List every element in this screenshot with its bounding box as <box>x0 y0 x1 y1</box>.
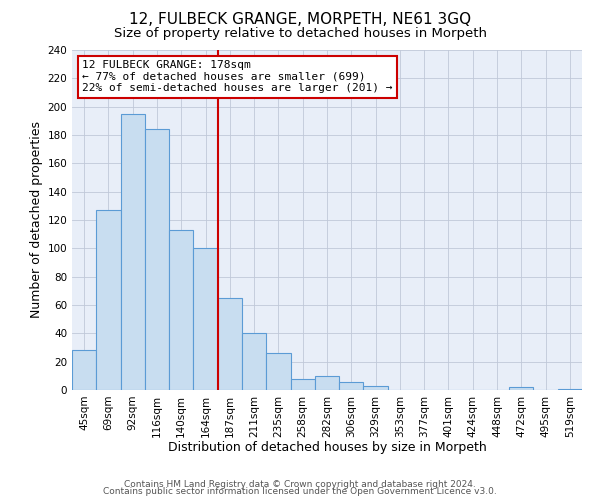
Text: 12 FULBECK GRANGE: 178sqm
← 77% of detached houses are smaller (699)
22% of semi: 12 FULBECK GRANGE: 178sqm ← 77% of detac… <box>82 60 392 94</box>
Bar <box>96 210 121 390</box>
Text: Size of property relative to detached houses in Morpeth: Size of property relative to detached ho… <box>113 28 487 40</box>
Text: 12, FULBECK GRANGE, MORPETH, NE61 3GQ: 12, FULBECK GRANGE, MORPETH, NE61 3GQ <box>129 12 471 28</box>
Bar <box>72 350 96 390</box>
Bar <box>315 376 339 390</box>
Bar <box>169 230 193 390</box>
Bar <box>339 382 364 390</box>
Bar <box>558 388 582 390</box>
Bar <box>509 387 533 390</box>
Bar <box>364 386 388 390</box>
Bar <box>266 353 290 390</box>
Text: Contains public sector information licensed under the Open Government Licence v3: Contains public sector information licen… <box>103 488 497 496</box>
Bar <box>218 298 242 390</box>
Bar <box>290 378 315 390</box>
Y-axis label: Number of detached properties: Number of detached properties <box>30 122 43 318</box>
Bar <box>193 248 218 390</box>
Bar <box>145 130 169 390</box>
Bar <box>242 334 266 390</box>
X-axis label: Distribution of detached houses by size in Morpeth: Distribution of detached houses by size … <box>167 441 487 454</box>
Bar <box>121 114 145 390</box>
Text: Contains HM Land Registry data © Crown copyright and database right 2024.: Contains HM Land Registry data © Crown c… <box>124 480 476 489</box>
